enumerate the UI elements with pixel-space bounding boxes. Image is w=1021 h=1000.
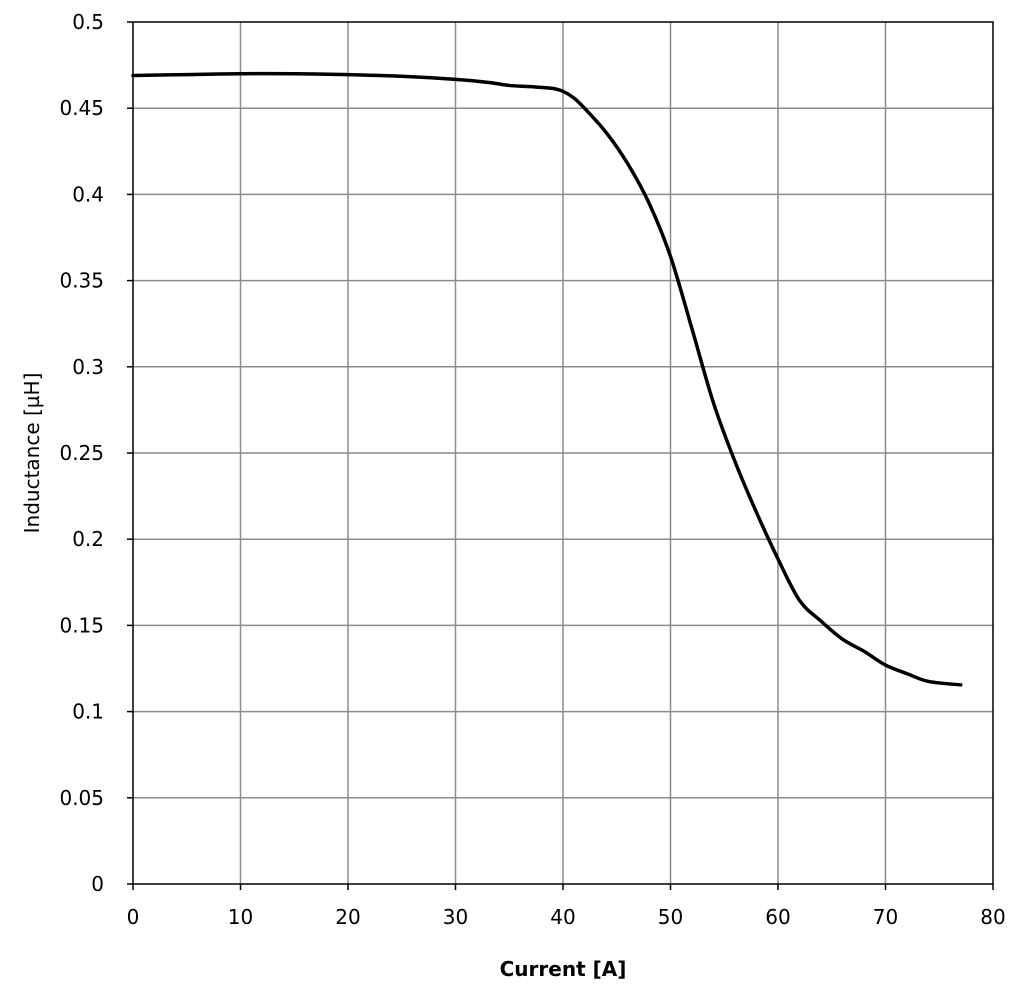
x-axis-title: Current [A] — [500, 957, 627, 981]
x-tick-label: 0 — [127, 905, 140, 929]
x-tick-label: 60 — [765, 905, 790, 929]
x-tick-label: 20 — [335, 905, 360, 929]
y-tick-labels: 0 0.05 0.1 0.15 0.2 0.25 0.3 0.35 0.4 0.45 0.5 — [59, 10, 104, 896]
y-tick-label: 0.5 — [72, 10, 104, 34]
x-tick-labels: 0 10 20 30 40 50 60 70 80 — [127, 905, 1006, 929]
y-axis-title: Inductance [µH] — [20, 373, 44, 534]
series — [131, 71, 963, 687]
y-tick-label: 0.35 — [59, 269, 104, 293]
tick-marks — [127, 21, 994, 890]
x-tick-label: 80 — [980, 905, 1005, 929]
y-tick-label: 0.1 — [72, 700, 104, 724]
x-tick-label: 50 — [658, 905, 683, 929]
y-tick-label: 0.05 — [59, 786, 104, 810]
x-tick-label: 30 — [443, 905, 468, 929]
plot-frame — [132, 21, 994, 885]
x-tick-label: 70 — [873, 905, 898, 929]
y-tick-label: 0.45 — [59, 96, 104, 120]
y-tick-label: 0.15 — [59, 613, 104, 637]
y-tick-label: 0.25 — [59, 441, 104, 465]
y-tick-label: 0 — [91, 872, 104, 896]
y-tick-label: 0.3 — [72, 355, 104, 379]
y-tick-label: 0.4 — [72, 182, 104, 206]
inductance-curve — [131, 71, 963, 687]
x-tick-label: 40 — [550, 905, 575, 929]
y-tick-label: 0.2 — [72, 527, 104, 551]
grid — [133, 22, 993, 884]
x-tick-label: 10 — [228, 905, 253, 929]
